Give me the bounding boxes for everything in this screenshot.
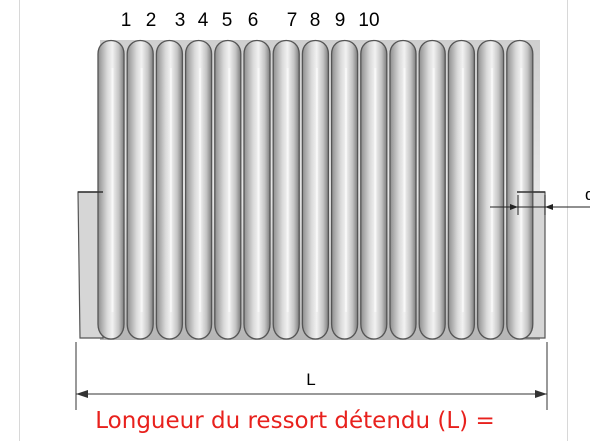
coil-turn: [389, 39, 417, 340]
coil-number-4: 4: [198, 10, 209, 31]
coil-number-3: 3: [175, 10, 186, 31]
coil-turn: [447, 39, 476, 340]
coil-turn: [184, 39, 213, 340]
coil-turn: [272, 39, 300, 340]
length-dimension: L: [75, 342, 548, 410]
coil-number-8: 8: [310, 10, 321, 31]
coil-number-1: 1: [121, 10, 132, 31]
coil-number-6: 6: [248, 10, 259, 31]
coil-turn: [506, 39, 534, 340]
wire-diameter-dimension: d: [490, 185, 590, 215]
coil-turn: [360, 39, 388, 340]
coil-turn: [155, 39, 184, 340]
coil-turn: [418, 39, 446, 340]
left-frame-line: [19, 0, 20, 441]
coil-turn: [243, 39, 271, 340]
coil-turn: [214, 39, 242, 340]
coil-number-10: 10: [358, 10, 379, 31]
coil-number-5: 5: [222, 10, 233, 31]
coil-group: [97, 39, 534, 340]
right-frame-line: [567, 0, 568, 441]
coil-number-7: 7: [287, 10, 298, 31]
coil-number-2: 2: [146, 10, 157, 31]
caption-free-length: Longueur du ressort détendu (L) =: [95, 408, 495, 434]
coil-turn: [476, 39, 505, 340]
coil-turn: [97, 39, 125, 340]
wire-diameter-label: d: [585, 185, 590, 204]
length-label: L: [306, 370, 315, 389]
coil-turn: [301, 39, 330, 340]
coil-turn: [126, 39, 154, 340]
coil-number-labels: 1 2 3 4 5 6 7 8 9 10: [121, 10, 380, 31]
coil-number-9: 9: [335, 10, 346, 31]
coil-turn: [330, 39, 359, 340]
